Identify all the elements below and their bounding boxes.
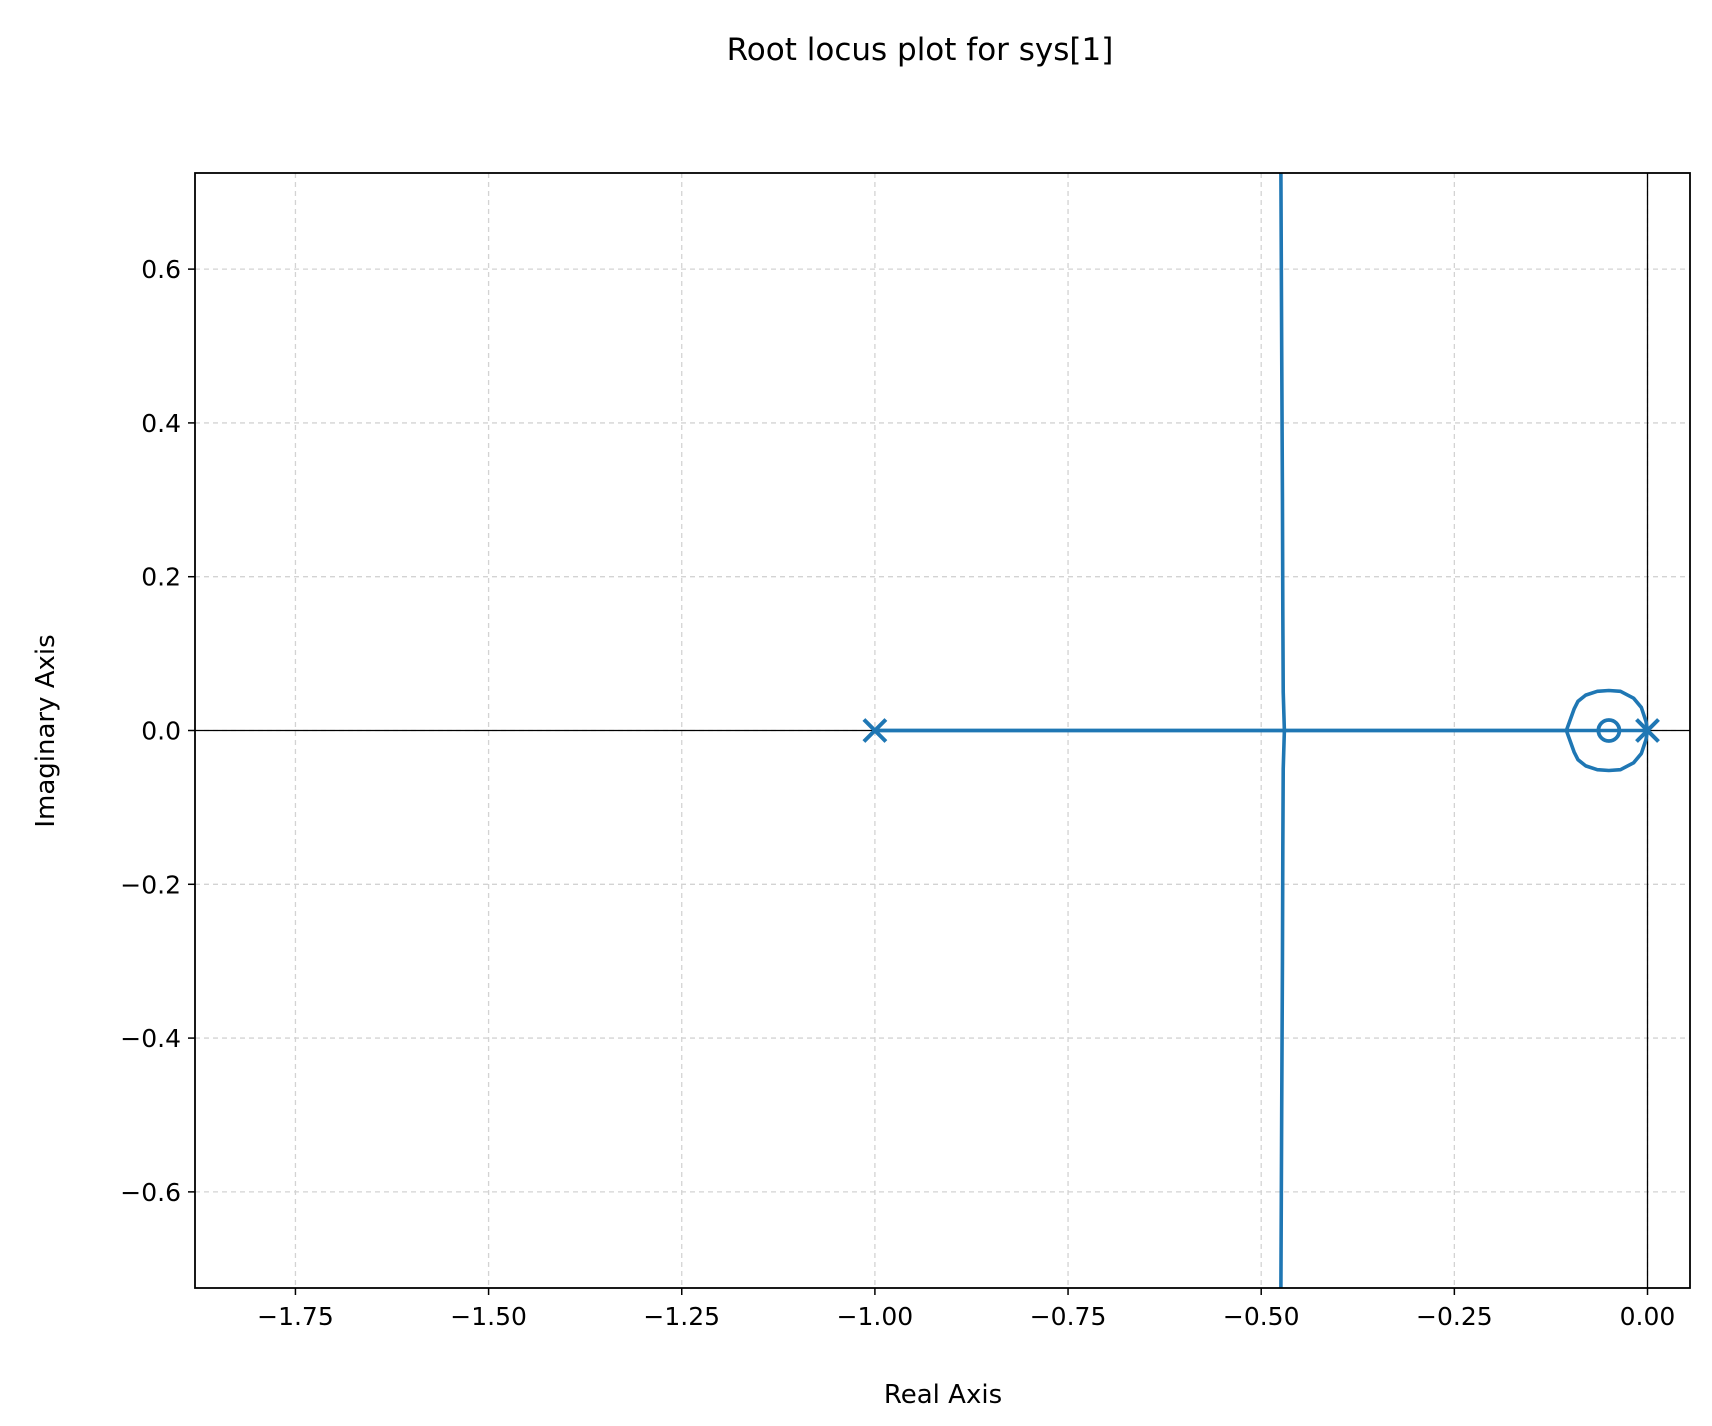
pole-marker: [862, 718, 888, 743]
zero-marker: [1596, 718, 1622, 743]
x-tick-label: 0.00: [1620, 1302, 1676, 1331]
locus-branch-3: [1279, 173, 1287, 731]
x-tick-label: −1.75: [257, 1302, 334, 1331]
chart-title: Root locus plot for sys[1]: [727, 32, 1114, 68]
plot-area: −1.75 −1.50 −1.25 −1.00 −0.75 −0.50 −0.25 0.00 0…: [120, 172, 1691, 1331]
y-tick-label: 0.0: [141, 717, 181, 746]
x-tick-label: −0.25: [1416, 1302, 1493, 1331]
x-axis-label: Real Axis: [884, 1380, 1002, 1410]
y-tick-label: 0.6: [141, 255, 181, 284]
x-tick-label: −1.00: [837, 1302, 914, 1331]
locus-branch-4: [1279, 730, 1287, 1288]
x-tick-label: −1.25: [643, 1302, 720, 1331]
x-tick-label: −0.75: [1030, 1302, 1107, 1331]
y-tick-label: 0.2: [141, 563, 181, 592]
locus-branch-5: [1564, 688, 1650, 732]
x-tick-label: −1.50: [450, 1302, 527, 1331]
y-axis-label: Imaginary Axis: [31, 634, 61, 827]
x-tick-label: −0.50: [1223, 1302, 1300, 1331]
locus-branch-6: [1564, 729, 1650, 773]
y-tick-label: −0.2: [120, 870, 181, 899]
y-tick-label: −0.4: [120, 1024, 181, 1053]
y-tick-label: −0.6: [120, 1178, 181, 1207]
y-tick-label: 0.4: [141, 409, 181, 438]
pole-marker: [1635, 718, 1660, 743]
